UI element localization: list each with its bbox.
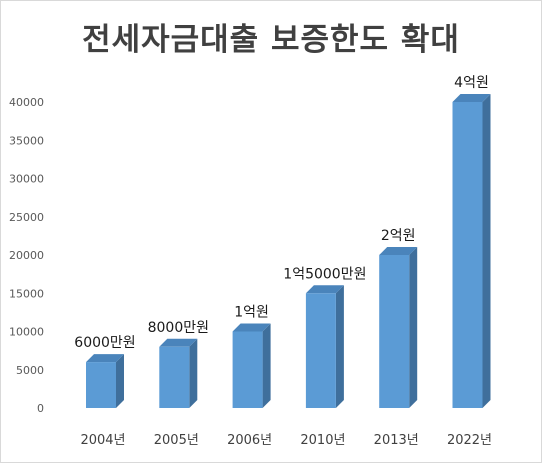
y-tick-label: 0 <box>37 402 44 415</box>
bar <box>159 338 198 408</box>
x-category-label: 2022년 <box>447 433 492 448</box>
y-tick-label: 20000 <box>9 249 44 262</box>
bar-side <box>116 354 124 408</box>
bar-side <box>482 94 491 408</box>
bar-front <box>452 102 483 408</box>
bars <box>86 94 491 408</box>
bar-top <box>159 338 198 347</box>
data-label: 2억원 <box>381 228 416 244</box>
bar-front <box>305 293 336 408</box>
y-tick-label: 5000 <box>16 364 44 377</box>
x-category-label: 2010년 <box>300 433 345 448</box>
y-tick-label: 10000 <box>9 326 44 339</box>
bar-top <box>86 354 124 363</box>
bar-side <box>189 338 198 408</box>
x-category-label: 2013년 <box>374 433 419 448</box>
y-tick-label: 15000 <box>9 287 44 300</box>
data-label: 1억5000만원 <box>283 266 366 282</box>
bar-top <box>232 323 271 332</box>
data-labels: 6000만원 8000만원 1억원 1억5000만원 2억원 4억원 <box>74 75 489 351</box>
chart-title: 전세자금대출 보증한도 확대 <box>82 22 460 58</box>
bar-top <box>452 94 491 102</box>
data-label: 1억원 <box>234 305 269 321</box>
bar-front <box>86 362 116 408</box>
bar-front <box>159 346 190 408</box>
bar <box>86 354 124 408</box>
bar-side <box>335 285 344 408</box>
bar-top <box>305 285 344 294</box>
data-label: 6000만원 <box>74 335 135 351</box>
y-tick-label: 40000 <box>9 96 44 109</box>
bar <box>452 94 491 408</box>
x-category-label: 2004년 <box>80 433 125 448</box>
x-category-label: 2006년 <box>227 433 272 448</box>
bar <box>379 247 418 408</box>
bar-front <box>232 331 263 408</box>
bar <box>305 285 344 408</box>
x-category-label: 2005년 <box>154 433 199 448</box>
bar-top <box>379 247 418 255</box>
bar <box>232 323 271 408</box>
y-axis-ticks: 0 5000 10000 15000 20000 25000 30000 35000 40000 <box>9 96 44 415</box>
x-axis-categories: 2004년 2005년 2006년 2010년 2013년 2022년 <box>80 433 492 448</box>
data-label: 8000만원 <box>148 320 209 336</box>
bar-side <box>409 247 418 408</box>
data-label: 4억원 <box>454 75 489 91</box>
y-tick-label: 35000 <box>9 134 44 147</box>
y-tick-label: 30000 <box>9 173 44 186</box>
bar-side <box>262 323 271 408</box>
bar-front <box>379 255 410 408</box>
y-tick-label: 25000 <box>9 211 44 224</box>
